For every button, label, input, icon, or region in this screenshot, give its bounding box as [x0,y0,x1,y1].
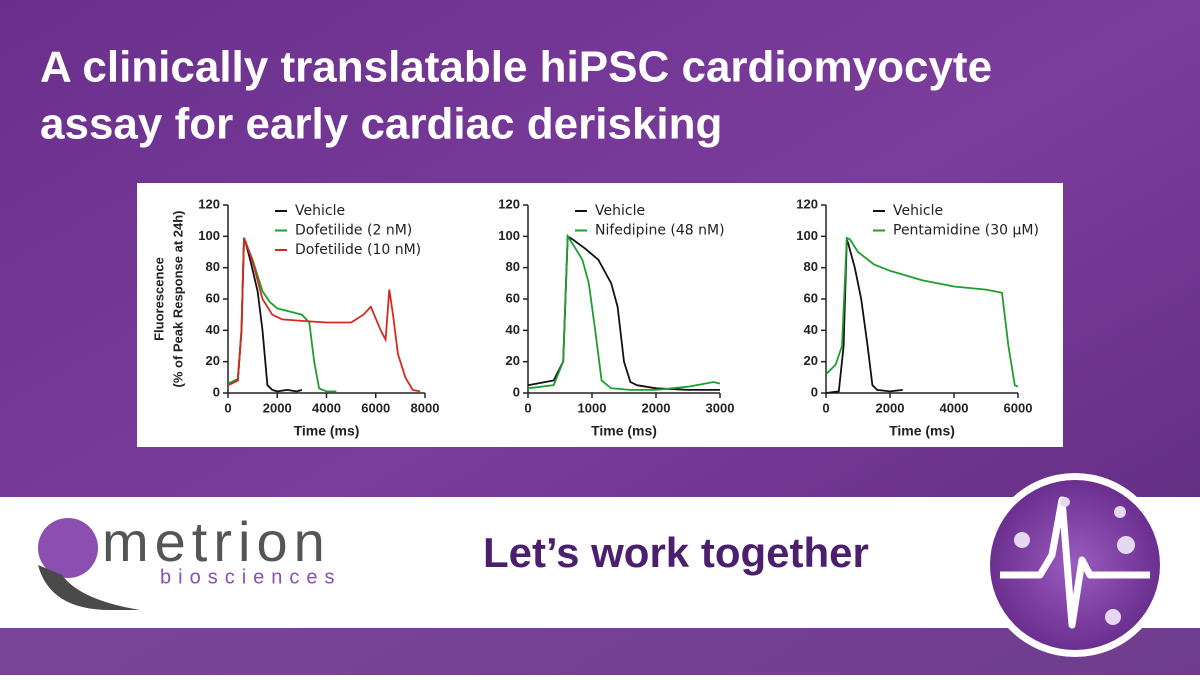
y-tick-label: 0 [811,384,818,399]
icon-bubble [1114,506,1126,518]
x-tick-label: 1000 [578,400,607,415]
x-tick-label: 6000 [1004,400,1033,415]
y-axis-label: Fluorescence [151,257,166,341]
icon-bubble [1117,536,1135,554]
legend-label: Vehicle [893,203,943,219]
icon [990,480,1160,650]
y-tick-label: 80 [506,259,520,274]
y-tick-label: 120 [198,196,220,211]
x-tick-label: 0 [822,400,829,415]
x-tick-label: 2000 [263,400,292,415]
x-tick-label: 8000 [411,400,440,415]
y-axis-label: (% of Peak Response at 24h) [170,211,185,388]
legend-label: Vehicle [595,203,645,219]
series-line [227,237,421,393]
series-line [825,239,903,394]
x-tick-label: 3000 [706,400,735,415]
chart-panel [137,183,1063,447]
y-tick-label: 100 [498,228,520,243]
y-tick-label: 40 [206,322,220,337]
y-tick-label: 0 [213,384,220,399]
y-tick-label: 20 [804,353,818,368]
x-tick-label: 4000 [940,400,969,415]
title-line: A clinically translatable hiPSC cardiomy… [40,43,992,92]
legend-label: Nifedipine (48 nM) [595,223,725,239]
y-tick-label: 100 [796,228,818,243]
icon-bubble [1105,609,1121,625]
footer-strip [0,628,1200,675]
logo-swoosh [38,565,140,610]
y-tick-label: 0 [513,384,520,399]
x-axis-label: Time (ms) [889,423,955,439]
y-tick-label: 120 [796,196,818,211]
y-tick-label: 60 [804,290,818,305]
x-tick-label: 6000 [361,400,390,415]
title-line: assay for early cardiac derisking [40,100,722,149]
icon-bubble [1060,497,1070,507]
icon-bubble [1014,532,1030,548]
y-tick-label: 40 [804,322,818,337]
x-tick-label: 2000 [642,400,671,415]
legend-label: Dofetilide (10 nM) [295,242,421,258]
icon-pulse [1000,496,1150,629]
y-tick-label: 80 [206,259,220,274]
slogan: Let’s work together [483,529,869,576]
y-tick-label: 60 [206,290,220,305]
y-tick-label: 20 [206,353,220,368]
x-tick-label: 2000 [876,400,905,415]
y-tick-label: 40 [506,322,520,337]
y-tick-label: 120 [498,196,520,211]
legend-label: Vehicle [295,203,345,219]
x-axis-label: Time (ms) [591,423,657,439]
logo-name: metrion [102,510,331,573]
series-line [825,236,1019,388]
y-tick-label: 20 [506,353,520,368]
legend-label: Dofetilide (2 nM) [295,223,412,239]
logo-dot [38,518,98,578]
series-line [527,233,721,391]
x-tick-label: 0 [224,400,231,415]
x-axis-label: Time (ms) [294,423,360,439]
y-tick-label: 80 [804,259,818,274]
x-tick-label: 0 [524,400,531,415]
x-tick-label: 4000 [312,400,341,415]
y-tick-label: 60 [506,290,520,305]
logo-subname: biosciences [160,566,342,588]
legend-label: Pentamidine (30 µM) [893,223,1039,239]
y-tick-label: 100 [198,228,220,243]
